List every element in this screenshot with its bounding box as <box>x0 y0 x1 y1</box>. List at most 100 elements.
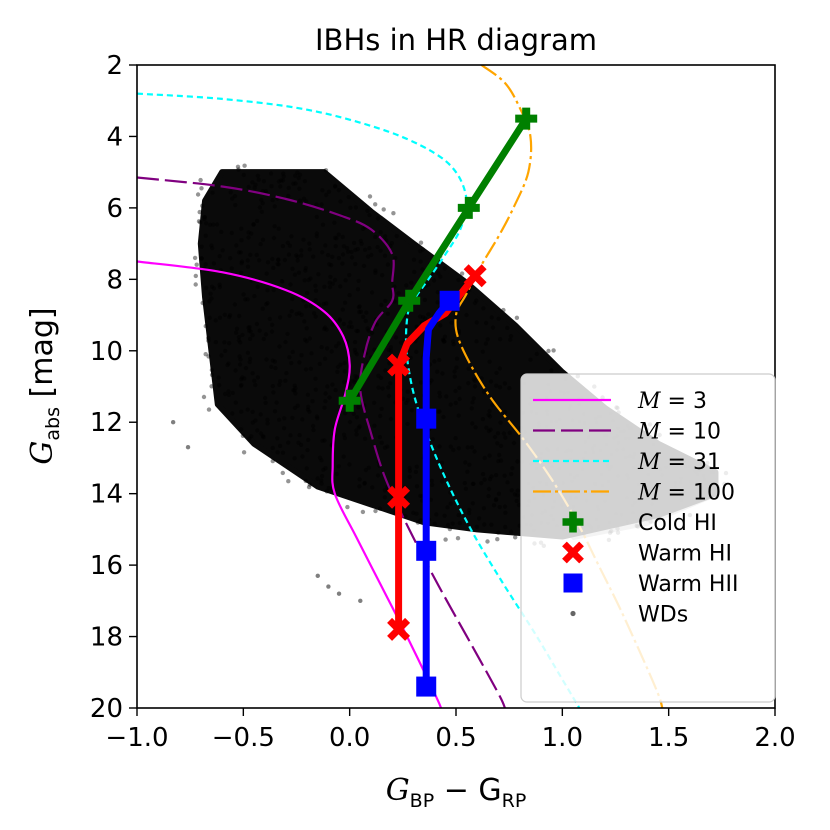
wd-point <box>426 282 431 287</box>
wd-point <box>315 476 320 481</box>
wd-point <box>367 212 372 218</box>
wd-point <box>465 469 470 474</box>
wd-point <box>494 497 499 502</box>
wd-point <box>474 339 479 344</box>
wd-point <box>481 506 487 511</box>
wd-point <box>437 390 442 395</box>
wd-point <box>489 522 494 527</box>
wd-point <box>369 290 375 295</box>
wd-point <box>376 385 381 390</box>
x-tick-label: 0.5 <box>435 723 476 753</box>
wd-point <box>208 291 213 296</box>
wd-point <box>474 524 479 529</box>
wd-point <box>236 334 242 340</box>
wd-point <box>386 347 391 353</box>
wd-point <box>246 230 251 235</box>
wd-point <box>414 484 420 489</box>
wd-point <box>385 444 390 449</box>
wd-point <box>238 383 244 389</box>
wd-point <box>256 177 261 182</box>
wd-point <box>272 359 278 364</box>
wd-point <box>513 535 518 540</box>
wd-point <box>239 226 244 231</box>
wd-point <box>514 315 520 320</box>
wd-point <box>209 296 214 301</box>
y-tick-label: 14 <box>90 480 123 510</box>
wd-point <box>486 428 492 434</box>
wd-point <box>245 297 250 302</box>
wd-point <box>280 243 286 249</box>
wd-point <box>294 311 299 317</box>
wd-point <box>285 331 290 337</box>
wd-point <box>324 301 329 306</box>
wd-point <box>437 409 442 414</box>
wd-point <box>356 405 361 410</box>
wd-point <box>487 477 493 482</box>
wd-point <box>435 300 440 305</box>
legend-item-wds: WDs <box>570 603 688 628</box>
wd-point <box>342 360 347 366</box>
wd-point <box>457 396 462 402</box>
wd-point <box>275 436 280 441</box>
wd-point <box>441 338 446 343</box>
wd-point <box>277 315 283 320</box>
wd-point <box>355 287 361 292</box>
wd-point <box>349 255 355 260</box>
wd-point <box>507 430 512 435</box>
wd-point <box>420 267 425 272</box>
wd-point <box>370 485 375 490</box>
wd-point <box>450 339 456 344</box>
wd-point <box>265 288 270 293</box>
wd-point <box>291 181 296 186</box>
wd-point <box>457 385 462 390</box>
wd-point <box>297 172 303 177</box>
wd-point <box>516 502 522 508</box>
wd-point <box>470 421 475 426</box>
legend-label: WDs <box>638 603 688 628</box>
wd-point <box>391 211 396 216</box>
wd-point <box>509 488 514 493</box>
y-axis-ticks: 2 4 6 8 10 12 14 16 18 20 <box>90 51 137 724</box>
wd-point <box>319 344 324 350</box>
wd-point <box>277 344 282 349</box>
wd-point <box>481 306 486 311</box>
wd-point <box>303 268 308 273</box>
wd-point <box>292 383 297 388</box>
wd-point <box>289 360 294 366</box>
wd-point <box>290 349 295 355</box>
wd-point <box>487 453 492 458</box>
wd-point <box>261 179 267 184</box>
wd-point <box>442 339 447 344</box>
wd-point <box>466 381 471 386</box>
wd-point <box>304 290 310 296</box>
wd-point <box>306 277 311 283</box>
wd-point <box>472 449 477 454</box>
wd-point <box>509 529 514 535</box>
wd-point <box>261 435 266 440</box>
wd-point <box>196 219 202 224</box>
wd-point <box>418 518 423 523</box>
wd-point <box>281 426 287 431</box>
wd-point <box>321 467 326 472</box>
wd-point <box>355 328 361 334</box>
wd-point <box>270 197 275 203</box>
wd-point <box>471 396 476 401</box>
wd-point <box>382 488 388 493</box>
wd-point <box>373 508 378 514</box>
wd-point <box>418 248 423 254</box>
wd-point <box>413 469 419 475</box>
wd-point <box>474 320 479 325</box>
wd-point <box>383 368 388 373</box>
wd-point <box>373 234 378 240</box>
wd-point <box>325 384 330 389</box>
wd-point <box>270 445 275 451</box>
wd-point <box>386 393 392 399</box>
wd-point <box>429 478 434 483</box>
wd-point <box>450 521 455 526</box>
wd-point <box>440 337 446 342</box>
wd-point <box>265 421 270 426</box>
wd-point <box>211 286 217 291</box>
wd-point <box>376 373 381 378</box>
wd-point <box>319 458 324 463</box>
wd-point <box>259 197 264 203</box>
